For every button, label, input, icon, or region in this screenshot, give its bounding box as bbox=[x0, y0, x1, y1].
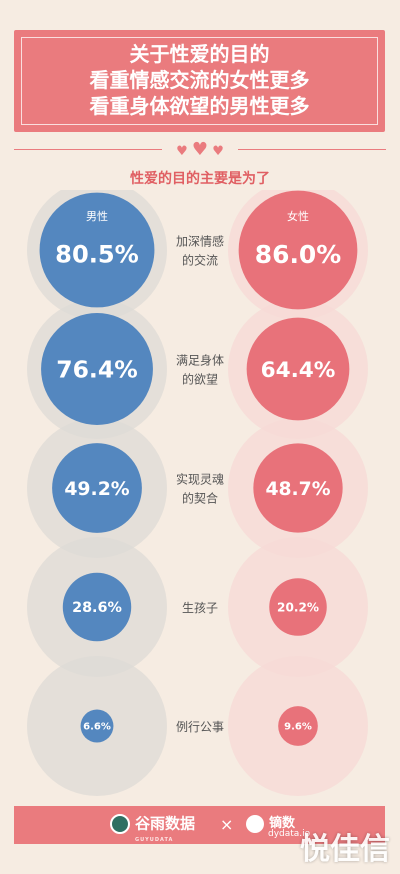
female-bubble bbox=[246, 317, 350, 421]
hearts-ornament: ♥ ♥ ♥ bbox=[150, 138, 250, 162]
cross-separator: × bbox=[220, 815, 234, 834]
male-bubble bbox=[41, 313, 153, 425]
title-line-3: 看重身体欲望的男性更多 bbox=[89, 94, 310, 118]
guyu-logo-subtext: GUYUDATA bbox=[135, 837, 174, 843]
category-label: 满足身体 bbox=[176, 353, 224, 368]
male-bubble bbox=[39, 192, 155, 308]
female-value-label: 64.4% bbox=[261, 358, 336, 383]
female-value-label: 48.7% bbox=[265, 479, 330, 500]
female-bubble bbox=[253, 443, 343, 533]
female-value-label: 9.6% bbox=[284, 722, 312, 733]
male-bubble bbox=[62, 572, 132, 642]
heart-icon: ♥ bbox=[176, 144, 188, 159]
female-bubble bbox=[238, 190, 358, 310]
male-bubble bbox=[80, 709, 114, 743]
divider-right bbox=[238, 149, 386, 150]
title-line-2: 看重情感交流的女性更多 bbox=[89, 68, 310, 92]
dydata-logo-text: 镝数 bbox=[269, 816, 296, 831]
watermark: 悦佳信 bbox=[300, 832, 390, 867]
male-value-label: 6.6% bbox=[83, 722, 111, 733]
female-value-label: 86.0% bbox=[255, 240, 341, 269]
guyu-logo-icon bbox=[110, 814, 130, 834]
category-label: 的契合 bbox=[182, 491, 218, 506]
category-label: 实现灵魂 bbox=[176, 472, 224, 487]
female-bubble bbox=[269, 578, 327, 636]
male-value-label: 80.5% bbox=[55, 241, 139, 269]
divider-left bbox=[14, 149, 162, 150]
category-label: 例行公事 bbox=[176, 720, 224, 734]
guyu-logo-text: 谷雨数据 bbox=[135, 814, 196, 833]
dydata-logo: 镝数 dydata.io bbox=[246, 812, 310, 839]
category-label: 的交流 bbox=[182, 253, 218, 268]
chart-subtitle: 性爱的目的主要是为了 bbox=[130, 171, 270, 187]
guyu-logo: 谷雨数据 GUYUDATA bbox=[110, 814, 196, 843]
title-banner: 关于性爱的目的 看重情感交流的女性更多 看重身体欲望的男性更多 bbox=[14, 30, 385, 132]
female-bubble bbox=[278, 706, 318, 746]
heart-icon: ♥ bbox=[191, 139, 209, 160]
male-bubble bbox=[52, 443, 142, 533]
male-value-label: 49.2% bbox=[64, 479, 129, 500]
category-label: 加深情感 bbox=[176, 234, 224, 249]
title-frame bbox=[21, 37, 378, 125]
category-label: 的欲望 bbox=[182, 372, 218, 387]
dydata-site: dydata.io bbox=[268, 829, 311, 839]
male-value-label: 76.4% bbox=[56, 355, 137, 383]
bubble-chart: 80.5% 男性 76.4% 49.2% 28.6% 6.6% 86.0% 女性 64.4% 48… bbox=[27, 190, 368, 796]
heart-icon: ♥ bbox=[212, 144, 224, 159]
male-series-name: 男性 bbox=[86, 209, 108, 223]
female-value-label: 20.2% bbox=[277, 600, 319, 614]
category-label: 生孩子 bbox=[182, 601, 218, 615]
footer-bar: 谷雨数据 GUYUDATA × 镝数 dydata.io bbox=[14, 806, 385, 844]
female-series-name: 女性 bbox=[287, 209, 309, 223]
dydata-logo-icon bbox=[246, 814, 264, 833]
male-value-label: 28.6% bbox=[72, 600, 122, 616]
title-line-1: 关于性爱的目的 bbox=[129, 42, 270, 66]
